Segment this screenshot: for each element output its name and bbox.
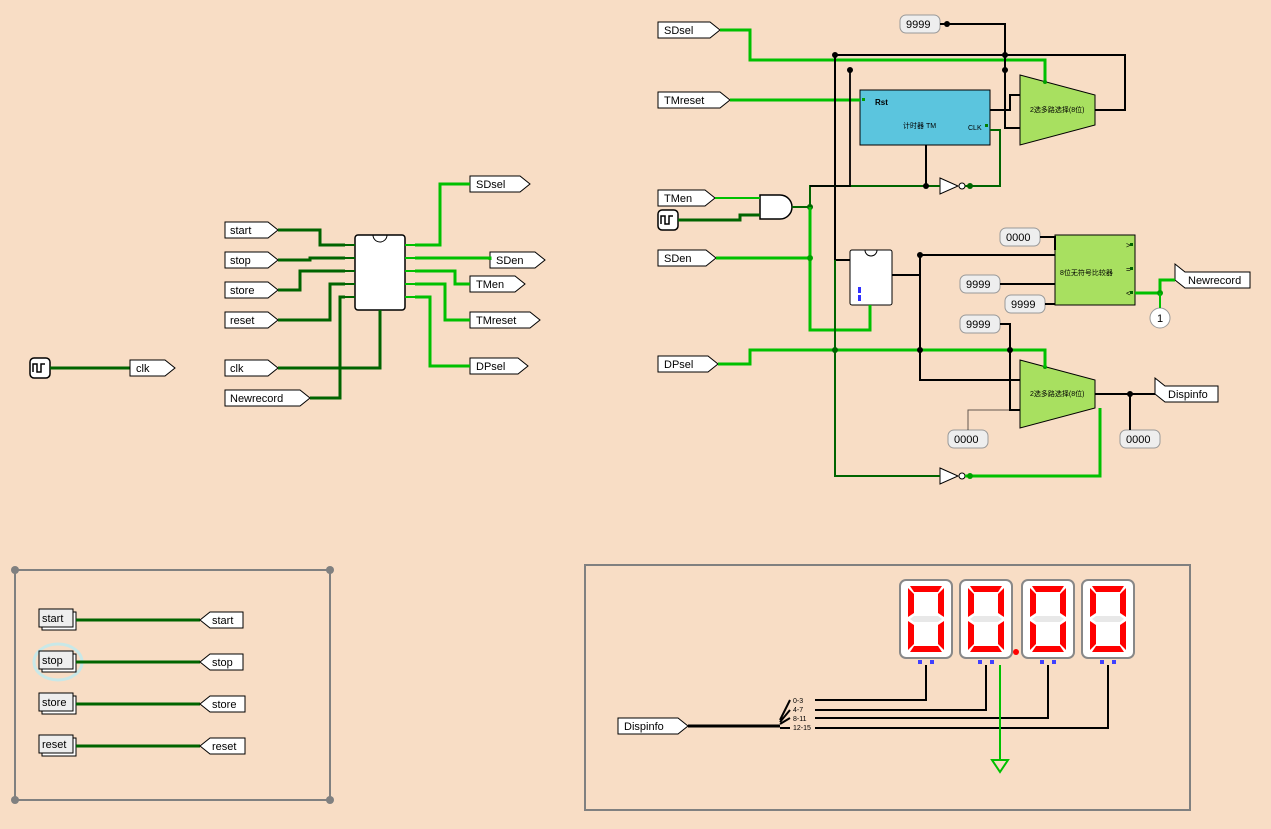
svg-text:Newrecord: Newrecord bbox=[1188, 275, 1241, 287]
svg-text:4-7: 4-7 bbox=[793, 707, 803, 714]
svg-text:CLK: CLK bbox=[968, 125, 982, 132]
svg-text:store: store bbox=[212, 699, 236, 711]
svg-text:reset: reset bbox=[42, 739, 66, 751]
svg-text:Newrecord: Newrecord bbox=[230, 393, 283, 405]
input-panel: start stop store reset start stop store … bbox=[11, 566, 334, 804]
svg-text:9999: 9999 bbox=[1011, 299, 1035, 311]
svg-text:9999: 9999 bbox=[966, 319, 990, 331]
svg-text:start: start bbox=[230, 225, 251, 237]
btn-start[interactable]: start bbox=[39, 609, 76, 630]
svg-text:Dispinfo: Dispinfo bbox=[624, 721, 664, 733]
datapath: SDsel TMreset TMen SDen DPsel 9999 Rst C… bbox=[658, 15, 1250, 484]
clk-source-label: clk bbox=[136, 363, 150, 375]
svg-text:store: store bbox=[230, 285, 254, 297]
svg-text:start: start bbox=[212, 615, 233, 627]
clk-source: clk bbox=[30, 358, 175, 378]
digit-1 bbox=[960, 580, 1012, 664]
svg-text:reset: reset bbox=[212, 741, 236, 753]
btn-reset[interactable]: reset bbox=[39, 735, 76, 756]
svg-text:0000: 0000 bbox=[954, 434, 978, 446]
svg-text:SDsel: SDsel bbox=[476, 179, 505, 191]
svg-text:12-15: 12-15 bbox=[793, 725, 811, 732]
svg-text:TMen: TMen bbox=[664, 193, 692, 205]
svg-text:start: start bbox=[42, 613, 63, 625]
svg-text:stop: stop bbox=[230, 255, 251, 267]
svg-text:SDen: SDen bbox=[496, 255, 524, 267]
svg-text:计时器 TM: 计时器 TM bbox=[903, 121, 936, 130]
controller-inputs: start stop store reset clk Newrecord bbox=[225, 222, 310, 406]
svg-text:TMreset: TMreset bbox=[664, 95, 704, 107]
svg-text:9999: 9999 bbox=[966, 279, 990, 291]
controller-outputs: SDsel SDen TMen TMreset DPsel bbox=[470, 176, 545, 374]
controller-block: start stop store reset clk Newrecord SD bbox=[225, 176, 545, 406]
svg-text:store: store bbox=[42, 697, 66, 709]
btn-store[interactable]: store bbox=[39, 693, 76, 714]
svg-text:TMreset: TMreset bbox=[476, 315, 516, 327]
svg-text:stop: stop bbox=[212, 657, 233, 669]
svg-text:stop: stop bbox=[42, 655, 63, 667]
svg-text:9999: 9999 bbox=[906, 19, 930, 31]
display-panel: Dispinfo 0-3 4-7 8-11 12-15 bbox=[585, 565, 1190, 810]
digit-2 bbox=[1022, 580, 1074, 664]
svg-text:DPsel: DPsel bbox=[476, 361, 505, 373]
digit-3 bbox=[1082, 580, 1134, 664]
svg-text:1: 1 bbox=[1157, 313, 1163, 325]
svg-text:8位无符号比较器: 8位无符号比较器 bbox=[1060, 268, 1113, 277]
svg-text:TMen: TMen bbox=[476, 279, 504, 291]
circuit-diagram: clk start stop store reset clk Newrecord bbox=[0, 0, 1271, 829]
digit-0 bbox=[900, 580, 952, 664]
svg-text:2选多路选择(8位): 2选多路选择(8位) bbox=[1030, 105, 1084, 114]
svg-text:SDen: SDen bbox=[664, 253, 692, 265]
svg-text:SDsel: SDsel bbox=[664, 25, 693, 37]
svg-text:reset: reset bbox=[230, 315, 254, 327]
svg-text:2选多路选择(8位): 2选多路选择(8位) bbox=[1030, 389, 1084, 398]
svg-text:Rst: Rst bbox=[875, 98, 888, 107]
svg-text:DPsel: DPsel bbox=[664, 359, 693, 371]
btn-stop[interactable]: stop bbox=[39, 651, 76, 672]
svg-text:8-11: 8-11 bbox=[793, 716, 807, 723]
svg-text:Dispinfo: Dispinfo bbox=[1168, 389, 1208, 401]
svg-text:clk: clk bbox=[230, 363, 244, 375]
svg-text:0-3: 0-3 bbox=[793, 698, 803, 705]
svg-text:0000: 0000 bbox=[1006, 232, 1030, 244]
svg-text:0000: 0000 bbox=[1126, 434, 1150, 446]
